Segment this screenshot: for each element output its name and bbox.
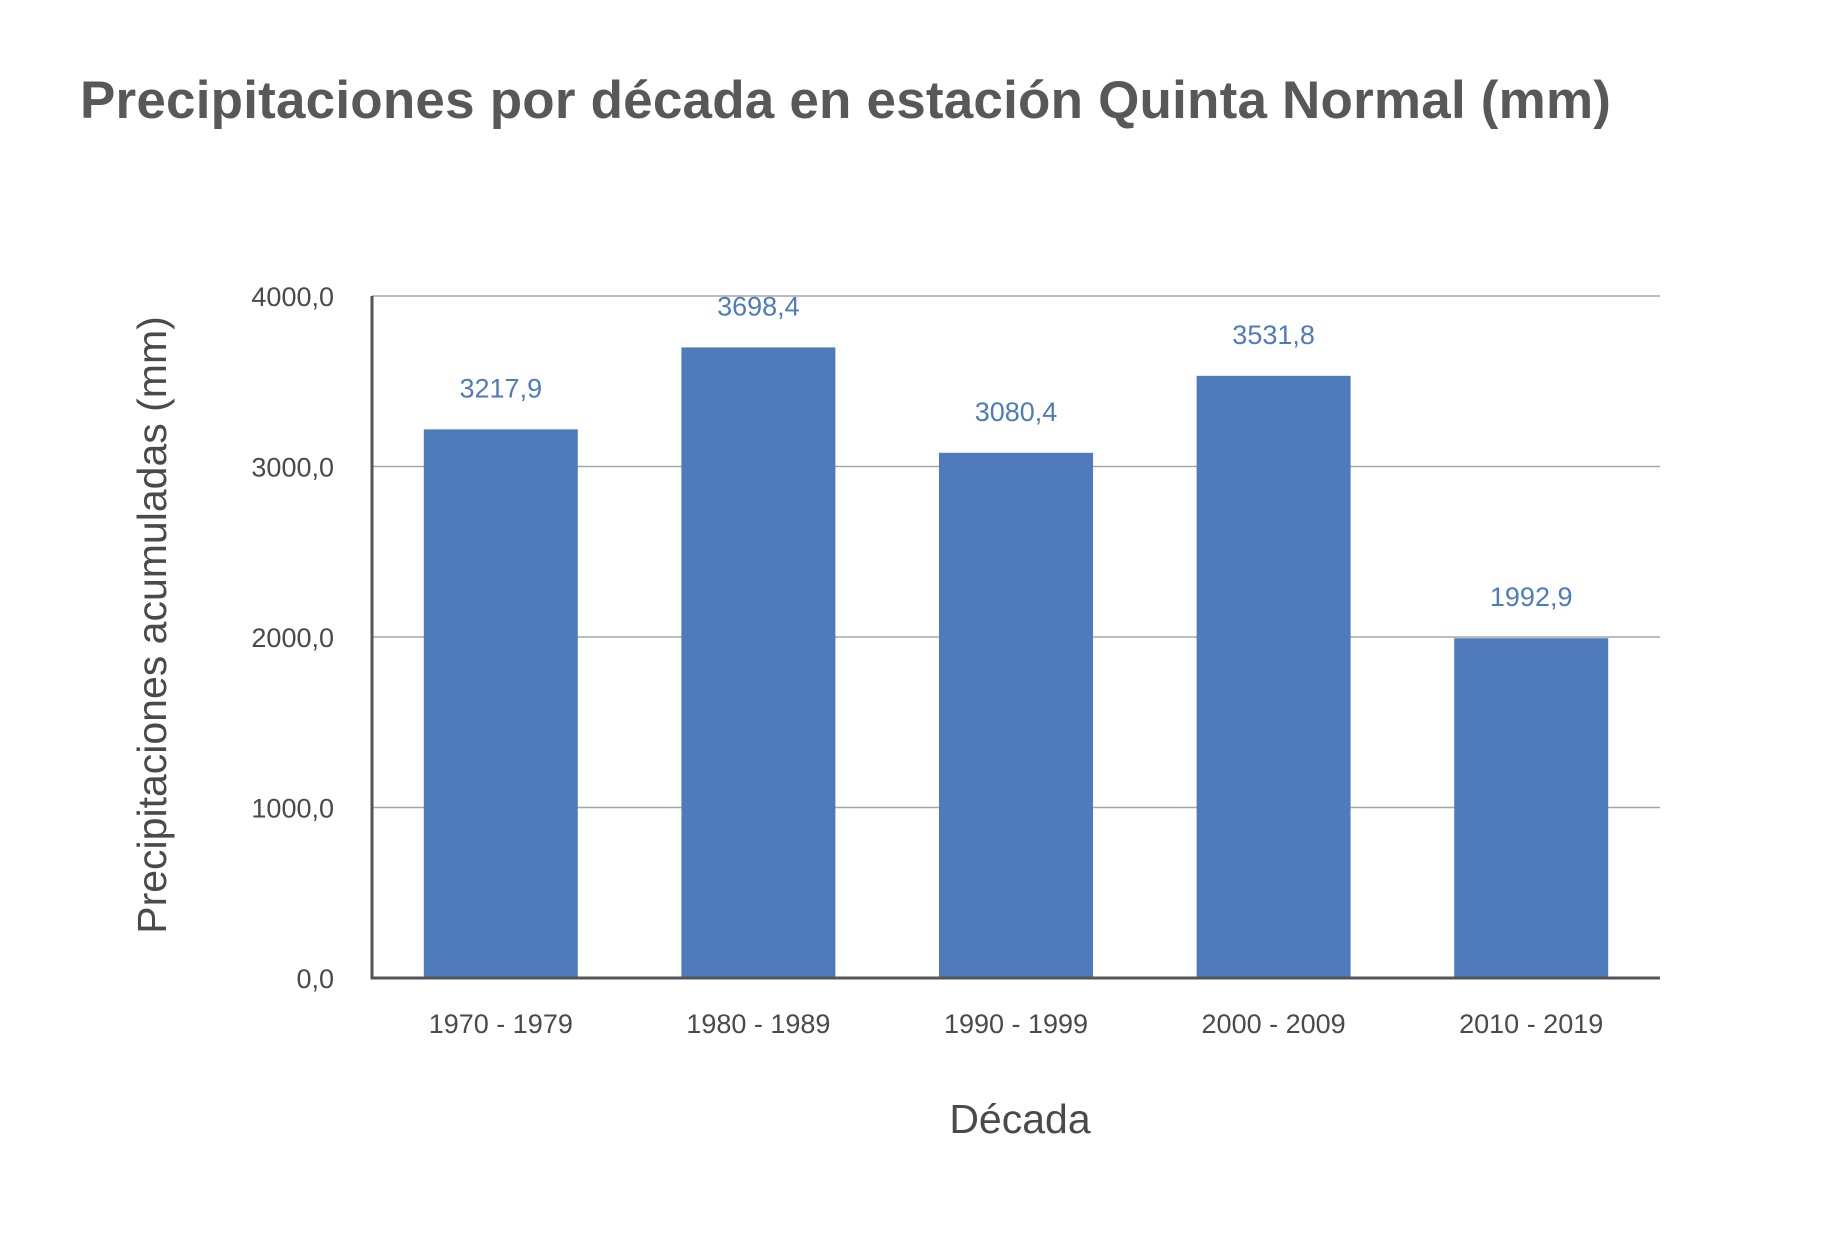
y-axis-title: Precipitaciones acumuladas (mm) bbox=[129, 316, 175, 934]
data-labels: 3217,9 3698,4 3080,4 3531,8 1992,9 bbox=[460, 291, 1573, 612]
x-tick-label: 1990 - 1999 bbox=[944, 1009, 1088, 1039]
y-tick-label: 4000,0 bbox=[251, 282, 334, 312]
y-tick-label: 2000,0 bbox=[251, 623, 334, 653]
y-axis-ticks: 0,0 1000,0 2000,0 3000,0 4000,0 bbox=[251, 282, 334, 994]
x-axis-ticks: 1970 - 1979 1980 - 1989 1990 - 1999 2000 - … bbox=[429, 1009, 1604, 1039]
data-label: 3217,9 bbox=[460, 373, 543, 403]
bars bbox=[423, 347, 1609, 979]
x-axis-title: Década bbox=[949, 1096, 1091, 1142]
data-label: 3698,4 bbox=[717, 291, 800, 321]
x-tick-label: 1980 - 1989 bbox=[686, 1009, 830, 1039]
x-tick-label: 2010 - 2019 bbox=[1459, 1009, 1603, 1039]
y-tick-label: 0,0 bbox=[296, 964, 334, 994]
bar bbox=[939, 452, 1093, 978]
bar bbox=[1454, 638, 1609, 978]
y-tick-label: 1000,0 bbox=[251, 794, 334, 824]
axes bbox=[370, 296, 1660, 980]
bar bbox=[1196, 375, 1351, 978]
chart-title: Precipitaciones por década en estación Q… bbox=[80, 71, 1612, 130]
data-label: 3531,8 bbox=[1232, 320, 1315, 350]
x-tick-label: 2000 - 2009 bbox=[1202, 1009, 1346, 1039]
y-tick-label: 3000,0 bbox=[251, 453, 334, 483]
x-tick-label: 1970 - 1979 bbox=[429, 1009, 573, 1039]
data-label: 1992,9 bbox=[1490, 582, 1573, 612]
bar bbox=[423, 429, 578, 979]
data-label: 3080,4 bbox=[975, 397, 1058, 427]
bar bbox=[681, 347, 836, 978]
